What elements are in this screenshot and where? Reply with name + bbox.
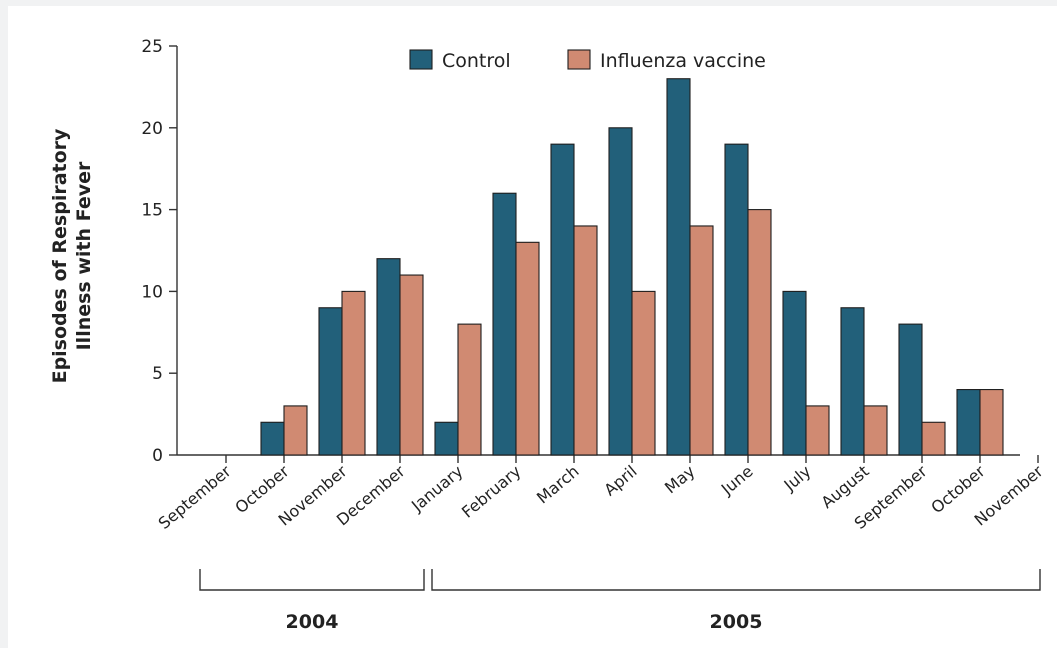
control-bar	[608, 127, 633, 456]
control-bar	[376, 258, 401, 456]
y-axis: 0 5 10 15 20 25	[141, 37, 178, 466]
vaccine-bar	[341, 290, 366, 456]
vaccine-bar	[457, 323, 482, 456]
vaccine-bar	[747, 209, 772, 456]
y-tick-label: 0	[152, 446, 163, 466]
x-tick-label: April	[600, 462, 640, 500]
year-label: 2005	[710, 611, 763, 633]
control-bar	[318, 307, 343, 456]
vaccine-bar	[805, 405, 830, 456]
vaccine-bar	[283, 405, 308, 456]
x-tick-label: August	[817, 462, 872, 513]
vaccine-bar	[515, 241, 540, 456]
y-axis-title: Episodes of Respiratory Illness with Feve…	[49, 128, 95, 383]
control-bar	[666, 78, 691, 456]
legend-swatch	[567, 49, 591, 70]
x-tick-label: March	[533, 462, 583, 508]
vaccine-bar	[863, 405, 888, 456]
legend-swatch	[409, 49, 433, 70]
x-tick-label: February	[458, 462, 525, 522]
bars	[260, 78, 1004, 456]
control-bar	[782, 290, 807, 456]
bar-chart: Episodes of Respiratory Illness with Feve…	[49, 37, 1047, 633]
vaccine-bar	[979, 389, 1004, 456]
x-tick-label: July	[780, 462, 815, 496]
control-bar	[260, 421, 285, 456]
year-label: 2004	[286, 611, 339, 633]
control-bar	[898, 323, 923, 456]
legend: Control Influenza vaccine	[409, 49, 766, 72]
control-bar	[956, 389, 981, 456]
legend-label: Control	[442, 50, 511, 72]
chart-frame: Episodes of Respiratory Illness with Feve…	[8, 6, 1057, 648]
y-axis-title-line: Episodes of Respiratory	[49, 128, 71, 383]
vaccine-bar	[631, 290, 656, 456]
vaccine-bar	[689, 225, 714, 456]
control-bar	[724, 143, 749, 456]
y-axis-title-line: Illness with Fever	[73, 161, 95, 350]
x-tick-label: September	[155, 461, 235, 533]
y-tick-label: 5	[152, 364, 163, 384]
control-bar	[434, 421, 459, 456]
year-bracket	[199, 569, 425, 591]
legend-label: Influenza vaccine	[600, 50, 766, 72]
year-brackets: 2004 2005	[199, 569, 1041, 633]
control-bar	[492, 192, 517, 456]
y-tick-label: 15	[141, 201, 163, 221]
vaccine-bar	[573, 225, 598, 456]
y-tick-label: 10	[141, 282, 163, 302]
year-bracket	[431, 569, 1041, 591]
vaccine-bar	[921, 421, 946, 456]
control-bar	[550, 143, 575, 456]
y-tick-label: 25	[141, 37, 163, 57]
control-bar	[840, 307, 865, 456]
vaccine-bar	[399, 274, 424, 456]
y-tick-label: 20	[141, 119, 163, 139]
x-tick-label: June	[717, 462, 757, 500]
x-tick-label: May	[661, 462, 699, 498]
